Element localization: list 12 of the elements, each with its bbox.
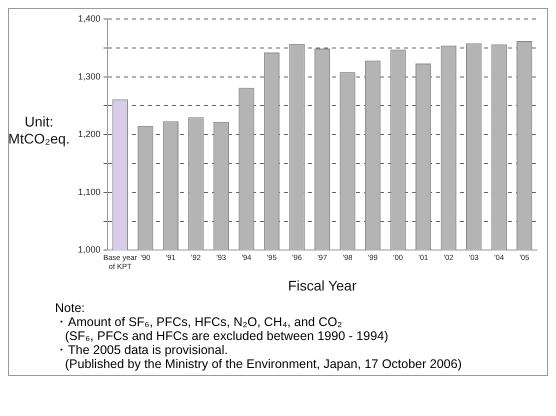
- text: ・Amount of SF₆, PFCs, HFCs, N₂O, CH₄, and CO₂: [55, 315, 344, 329]
- y-tick-label: 1,300: [78, 71, 101, 82]
- text: (Published by the Ministry of the Environment, Japan, 17 October 2006): [64, 357, 463, 371]
- y-axis-title: Unit: MtCO₂eq.: [8, 114, 70, 147]
- y-tick-label: 1,400: [78, 13, 101, 24]
- y-tick-label: 1,200: [78, 129, 101, 140]
- text: (SF₆, PFCs and HFCs are excluded between 1990 - 1994): [64, 329, 390, 343]
- text: Note:: [55, 301, 86, 315]
- text: ・The 2005 data is provisional.: [55, 343, 229, 357]
- y-tick-label: 1,100: [78, 186, 101, 197]
- x-axis-title: Fiscal Year: [288, 277, 357, 294]
- y-tick-label: 1,000: [78, 244, 101, 255]
